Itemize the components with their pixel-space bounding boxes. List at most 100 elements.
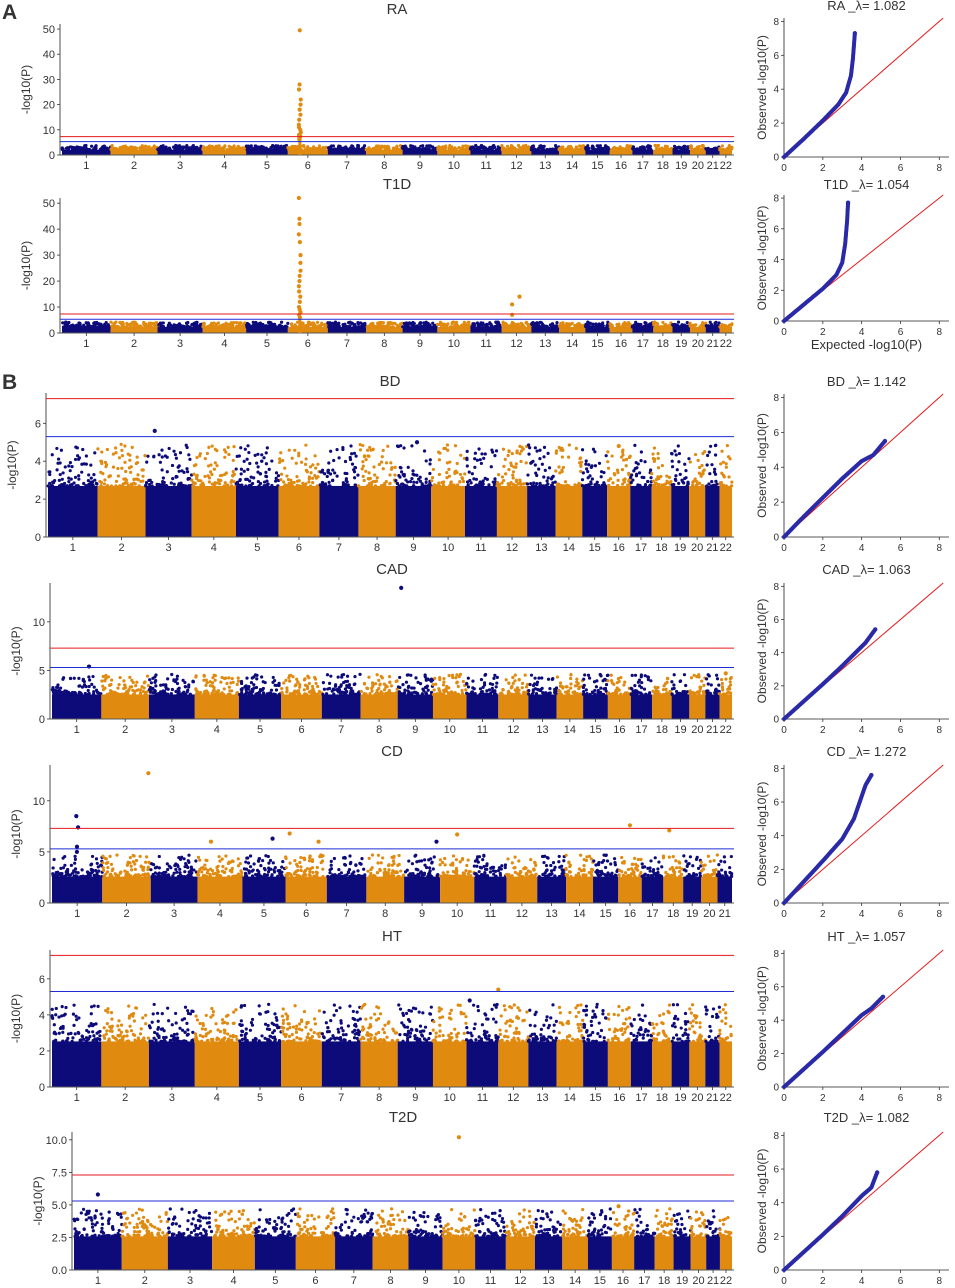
- snp-point: [424, 324, 428, 329]
- snp-point: [563, 148, 567, 152]
- snp-point: [415, 480, 419, 485]
- snp-point: [530, 484, 534, 488]
- snp-point: [64, 689, 69, 693]
- snp-point: [192, 325, 196, 329]
- snp-point: [483, 673, 487, 677]
- snp-point: [534, 691, 539, 696]
- snp-point: [632, 324, 636, 328]
- snp-point: [588, 692, 592, 697]
- snp-point: [555, 482, 560, 486]
- chromosome-band: [202, 149, 247, 155]
- snp-point: [242, 469, 246, 473]
- snp-point: [210, 444, 214, 448]
- snp-point: [432, 688, 436, 692]
- snp-point: [717, 321, 721, 325]
- snp-point: [630, 673, 634, 678]
- chromosome-band: [235, 485, 279, 537]
- snp-point: [303, 148, 307, 152]
- snp-point: [537, 146, 541, 151]
- snp-point: [374, 479, 379, 483]
- snp-point: [695, 479, 699, 484]
- x-tick-label: 8: [381, 160, 387, 172]
- snp-point: [220, 473, 224, 477]
- snp-point: [635, 689, 639, 693]
- snp-point: [490, 448, 494, 452]
- snp-point: [415, 473, 419, 477]
- snp-point: [678, 472, 682, 477]
- snp-point: [166, 148, 170, 152]
- snp-point: [649, 476, 653, 480]
- snp-point: [574, 446, 578, 450]
- snp-point: [91, 674, 95, 679]
- snp-point: [324, 692, 329, 696]
- x-tick-label: 16: [615, 160, 627, 172]
- snp-point: [665, 324, 669, 329]
- qq-x-tick-label: 8: [937, 163, 943, 174]
- snp-point: [122, 686, 126, 691]
- snp-point: [287, 482, 291, 487]
- snp-point: [480, 483, 485, 487]
- snp-point: [198, 452, 202, 456]
- snp-point: [528, 446, 532, 450]
- chromosome-band: [555, 485, 583, 537]
- snp-point: [520, 445, 524, 449]
- snp-point: [701, 469, 705, 474]
- snp-point: [727, 475, 731, 479]
- snp-point: [624, 147, 628, 151]
- snp-point: [382, 688, 387, 692]
- snp-point: [596, 692, 600, 696]
- snp-point: [676, 320, 681, 324]
- snp-point: [406, 689, 410, 693]
- snp-point: [109, 320, 113, 324]
- snp-point: [656, 452, 660, 456]
- snp-point: [437, 481, 441, 485]
- chromosome-band: [62, 149, 111, 155]
- snp-point: [86, 692, 90, 696]
- snp-point: [261, 145, 265, 149]
- snp-point: [50, 688, 54, 692]
- x-tick-label: 3: [177, 338, 183, 350]
- snp-point: [264, 474, 268, 478]
- snp-point: [302, 688, 306, 692]
- snp-point: [327, 681, 332, 685]
- chromosome-band: [671, 485, 690, 537]
- snp-point: [277, 460, 282, 465]
- snp-point: [672, 148, 677, 152]
- snp-point: [193, 148, 198, 152]
- chromosome-band: [157, 149, 203, 155]
- snp-point: [420, 325, 424, 329]
- snp-point: [708, 320, 712, 324]
- snp-point: [405, 673, 409, 677]
- snp-point: [333, 471, 337, 475]
- snp-point: [353, 323, 357, 327]
- snp-point: [406, 325, 411, 329]
- snp-point: [545, 479, 549, 483]
- snp-point: [341, 325, 345, 329]
- x-tick-label: 18: [657, 160, 669, 172]
- snp-point: [213, 678, 217, 682]
- snp-point: [244, 690, 249, 694]
- snp-point: [595, 679, 599, 683]
- snp-point: [543, 468, 547, 472]
- plot-title: CAD: [376, 561, 408, 578]
- snp-point: [103, 478, 107, 482]
- snp-point: [186, 320, 190, 325]
- snp-point: [729, 147, 734, 151]
- snp-point: [223, 455, 227, 459]
- snp-point: [61, 677, 65, 681]
- snp-point: [59, 686, 63, 690]
- snp-point: [591, 322, 595, 326]
- snp-point: [356, 484, 361, 488]
- snp-point: [418, 682, 423, 686]
- snp-point: [622, 683, 626, 687]
- snp-point: [624, 464, 628, 468]
- snp-point: [310, 684, 315, 689]
- snp-point: [634, 474, 639, 478]
- snp-point: [150, 484, 154, 488]
- x-tick-label: 10: [442, 542, 454, 554]
- snp-point: [442, 446, 446, 451]
- snp-point: [558, 681, 563, 685]
- snp-point: [643, 482, 648, 487]
- snp-point: [612, 471, 616, 476]
- snp-point: [584, 147, 588, 151]
